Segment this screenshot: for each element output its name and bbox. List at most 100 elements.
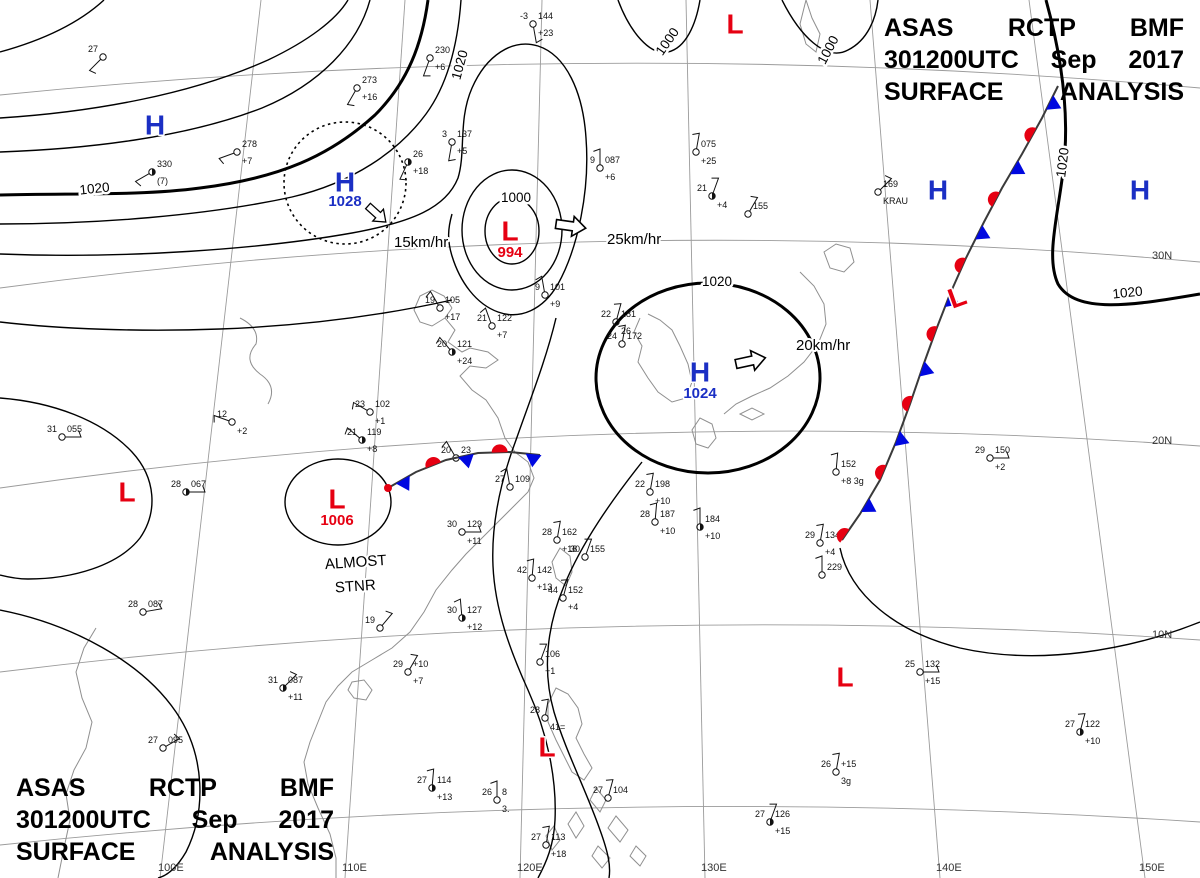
warm-front-semicircle-shape — [875, 464, 887, 481]
cloud-cover-circle — [816, 539, 824, 547]
wind-barb — [189, 485, 206, 493]
parallel-10n — [0, 624, 1200, 673]
station-value-topright: 087 — [288, 675, 303, 685]
station-value-topleft: 29 — [975, 445, 985, 455]
station-value-topleft: 27 — [531, 832, 541, 842]
station-value-topright: 106 — [545, 649, 560, 659]
station-plot: 29 +10 +7 — [393, 653, 428, 686]
cold-front-triangle — [975, 225, 991, 240]
isobar-1000-wave — [781, 0, 879, 54]
pressure-center-letter: L — [118, 477, 135, 508]
station-value-bottom: +10 — [1085, 736, 1100, 746]
wind-barb — [923, 665, 940, 673]
cloud-cover-circle — [744, 210, 752, 218]
cloud-cover-half — [283, 684, 287, 692]
isobar-1000-wave — [617, 0, 701, 54]
station-plot: 19 — [365, 610, 394, 632]
coast-china-vietnam — [303, 307, 535, 878]
station-plot: 31 055 — [47, 424, 82, 441]
pressure-center-value: 1028 — [328, 193, 361, 210]
station-plot: 44 152 +4 — [548, 579, 583, 612]
cloud-cover-circle — [58, 433, 66, 441]
wind-barb — [65, 430, 82, 438]
station-value-topright: +10 — [413, 659, 428, 669]
station-value-topright: 105 — [445, 295, 460, 305]
station-value-bottom: +8 3g — [841, 476, 864, 486]
coast-rivers — [239, 317, 273, 405]
station-value-topleft: 42 — [517, 565, 527, 575]
station-value-topleft: 22 — [601, 309, 611, 319]
station-value-topleft: 30 — [447, 605, 457, 615]
station-plot: 28 087 — [128, 599, 163, 616]
station-value-topright: 122 — [497, 313, 512, 323]
station-plot: 27 122 +10 — [1065, 713, 1100, 746]
station-plot: 24 172 — [607, 324, 642, 348]
pressure-center-h: H — [1128, 173, 1151, 207]
station-value-topleft: 28 — [171, 479, 181, 489]
station-value-topright: 121 — [457, 339, 472, 349]
station-value-bottom: +1 — [545, 666, 555, 676]
cloud-cover-half — [770, 818, 774, 826]
station-value-bottom: +24 — [457, 356, 472, 366]
isobar-label: 1020 — [702, 274, 732, 289]
station-plot: 27 113 +18 — [531, 825, 566, 859]
station-value-bottom: +8 — [367, 444, 377, 454]
station-value-bottom: +10 — [660, 526, 675, 536]
pressure-center-l: L — [725, 7, 745, 41]
isobar-label: 1020 — [449, 48, 471, 81]
pressure-center-letter: H — [145, 110, 165, 141]
station-value-topright: 229 — [827, 562, 842, 572]
station-plot: 28 187 +10 — [640, 502, 675, 536]
movement-arrow-icon — [364, 202, 387, 223]
cloud-cover-circle — [358, 436, 366, 444]
wind-barb — [993, 451, 1010, 459]
wind-barb — [560, 579, 569, 596]
station-plot: 29 134 +4 — [805, 523, 840, 557]
station-plot: 278 +7 — [218, 139, 257, 166]
lat-label: 10N — [1152, 629, 1172, 641]
pressure-center-l: L — [835, 660, 855, 694]
cloud-cover-circle — [832, 768, 840, 776]
wind-barb — [441, 440, 455, 456]
lon-label: 110E — [342, 862, 367, 874]
cold-front-triangle — [458, 453, 474, 469]
wind-barb — [448, 145, 456, 162]
wind-barb — [479, 307, 492, 324]
station-plot: 31 087 +11 — [268, 671, 303, 702]
wind-barb — [213, 414, 230, 423]
station-value-bottom: +10 — [655, 496, 670, 506]
cloud-cover-half — [432, 784, 436, 792]
cloud-cover-circle — [458, 614, 466, 622]
warm-front-semicircle-shape — [836, 527, 850, 543]
station-plot: 9 087 +6 — [590, 148, 620, 182]
cloud-cover-circle — [692, 148, 700, 156]
cold-front-triangle-shape — [894, 431, 910, 447]
station-value-topright: 067 — [191, 479, 206, 489]
station-value-topleft: 28 — [530, 705, 540, 715]
station-value-bottom: +4 — [568, 602, 578, 612]
station-value-bottom: 3g — [841, 776, 851, 786]
isobar — [0, 299, 453, 331]
station-value-topright: 075 — [701, 139, 716, 149]
station-value-topright: +15 — [841, 759, 856, 769]
station-plot: 30 127 +12 — [447, 598, 482, 632]
station-plot: 184 +10 — [693, 507, 720, 541]
station-value-bottom: +12 — [467, 622, 482, 632]
station-value-bottom: +15 — [925, 676, 940, 686]
cold-front-triangle-shape — [975, 225, 991, 240]
station-plot: 3 137 +5 — [442, 129, 472, 162]
wind-barb — [646, 472, 654, 489]
cloud-cover-circle — [916, 668, 924, 676]
station-plot: 169 KRAU — [874, 175, 908, 206]
station-value-bottom: +2 — [995, 462, 1005, 472]
station-plot: 30 129 +11 — [447, 519, 482, 546]
station-value-topright: 155 — [753, 201, 768, 211]
station-value-topright: 181 — [621, 309, 636, 319]
station-value-bottom: +11 — [288, 692, 303, 702]
station-value-topleft: 24 — [607, 331, 617, 341]
station-value-topright: 126 — [775, 809, 790, 819]
isobar-1006 — [284, 458, 392, 546]
cold-front-triangle-shape — [458, 453, 474, 469]
pressure-center-letter: L — [328, 484, 345, 515]
